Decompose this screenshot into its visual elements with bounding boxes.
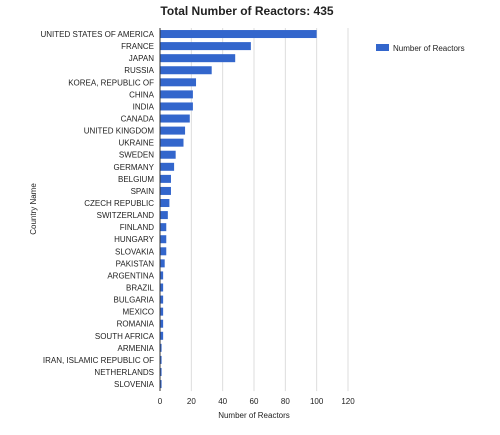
category-label: MEXICO [122, 308, 154, 317]
category-label: GERMANY [114, 163, 155, 172]
category-label: BULGARIA [114, 296, 155, 305]
x-tick-label: 120 [341, 397, 355, 406]
category-label: ARMENIA [118, 344, 155, 353]
category-label: KOREA, REPUBLIC OF [68, 78, 154, 87]
x-tick-label: 0 [158, 397, 163, 406]
category-label: UNITED KINGDOM [84, 127, 155, 136]
bar [160, 223, 167, 232]
x-tick-label: 100 [310, 397, 324, 406]
category-label: CANADA [121, 115, 155, 124]
bar [160, 54, 236, 63]
category-label: FINLAND [120, 223, 154, 232]
x-tick-label: 20 [187, 397, 196, 406]
category-label: CHINA [129, 90, 155, 99]
bar [160, 138, 184, 147]
bar [160, 343, 162, 352]
bar [160, 162, 175, 171]
category-label: NETHERLANDS [94, 368, 154, 377]
bar [160, 174, 171, 183]
x-axis-title: Number of Reactors [218, 411, 290, 420]
x-tick-label: 60 [250, 397, 259, 406]
bar [160, 90, 193, 99]
category-label: SPAIN [131, 187, 155, 196]
bar [160, 150, 176, 159]
bar [160, 114, 190, 123]
category-label: UKRAINE [118, 139, 154, 148]
bar [160, 211, 168, 220]
category-label: ROMANIA [117, 320, 155, 329]
bar [160, 355, 162, 364]
bar [160, 307, 164, 316]
bar [160, 271, 164, 280]
category-label: FRANCE [121, 42, 154, 51]
bar [160, 30, 317, 39]
category-label: SWEDEN [119, 151, 154, 160]
bar [160, 235, 167, 244]
category-label: BRAZIL [126, 284, 155, 293]
bar [160, 367, 162, 376]
bar [160, 126, 186, 135]
legend: Number of Reactors [376, 44, 465, 53]
category-label: UNITED STATES OF AMERICA [41, 30, 155, 39]
category-label: SLOVAKIA [115, 247, 155, 256]
category-label: INDIA [133, 102, 155, 111]
bar [160, 247, 167, 256]
category-label: BELGIUM [118, 175, 154, 184]
category-label: IRAN, ISLAMIC REPUBLIC OF [43, 356, 154, 365]
category-label: CZECH REPUBLIC [84, 199, 154, 208]
bar [160, 319, 164, 328]
bar [160, 102, 193, 111]
legend-swatch [376, 44, 389, 51]
category-label: SLOVENIA [114, 380, 155, 389]
bar [160, 380, 162, 389]
bar [160, 331, 164, 340]
x-tick-label: 80 [281, 397, 290, 406]
x-tick-label: 40 [218, 397, 227, 406]
y-axis-title: Country Name [29, 183, 38, 235]
bar [160, 199, 170, 208]
bar [160, 78, 197, 87]
bar [160, 186, 171, 195]
bar [160, 283, 164, 292]
category-label: RUSSIA [124, 66, 154, 75]
legend-label: Number of Reactors [393, 44, 465, 53]
category-label: SWITZERLAND [97, 211, 155, 220]
chart-title: Total Number of Reactors: 435 [160, 4, 333, 18]
category-label: SOUTH AFRICA [95, 332, 155, 341]
category-label: ARGENTINA [107, 271, 154, 280]
category-label: JAPAN [129, 54, 154, 63]
bar [160, 42, 251, 51]
bar [160, 295, 164, 304]
bar [160, 259, 165, 268]
category-label: HUNGARY [114, 235, 155, 244]
category-label: PAKISTAN [116, 259, 155, 268]
bar [160, 66, 212, 75]
